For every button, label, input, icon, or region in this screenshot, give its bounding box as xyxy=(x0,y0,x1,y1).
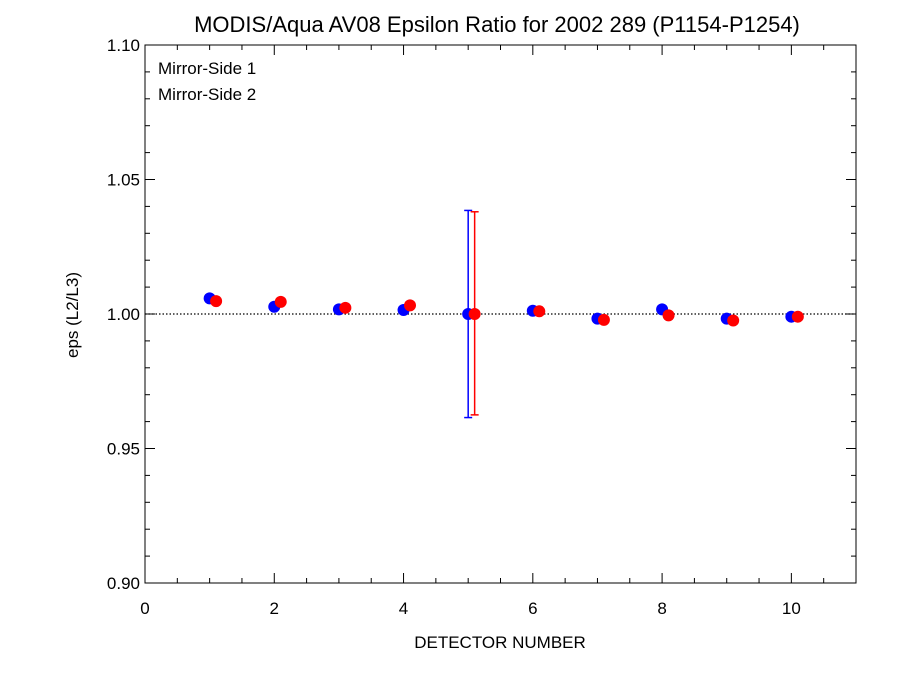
x-tick-label: 2 xyxy=(270,599,279,618)
legend-series-1: Mirror-Side 1 xyxy=(158,59,256,78)
y-tick-label: 1.00 xyxy=(107,305,140,324)
x-tick-label: 10 xyxy=(782,599,801,618)
data-point-series-2 xyxy=(210,295,223,308)
x-tick-label: 6 xyxy=(528,599,537,618)
data-point-series-2 xyxy=(727,314,740,327)
data-point-series-2 xyxy=(597,313,610,326)
data-point-series-2 xyxy=(468,308,481,320)
data-point-series-2 xyxy=(662,309,675,322)
chart-title: MODIS/Aqua AV08 Epsilon Ratio for 2002 2… xyxy=(194,12,800,37)
data-point-series-2 xyxy=(404,299,417,312)
data-point-series-2 xyxy=(791,310,804,323)
x-tick-label: 4 xyxy=(399,599,408,618)
data-point-series-2 xyxy=(274,295,287,308)
y-tick-label: 0.95 xyxy=(107,440,140,459)
x-tick-label: 0 xyxy=(140,599,149,618)
plot-area: 0 2 4 6 8 10 0.90 0.95 1.00 1.05 1.10 xyxy=(107,36,857,618)
data-point-series-2 xyxy=(533,305,546,318)
y-axis-label: eps (L2/L3) xyxy=(63,272,82,358)
plot-frame xyxy=(144,44,857,584)
x-axis-label: DETECTOR NUMBER xyxy=(414,633,586,652)
legend-series-2: Mirror-Side 2 xyxy=(158,85,256,104)
x-tick-label: 8 xyxy=(657,599,666,618)
y-tick-label: 1.10 xyxy=(107,36,140,55)
data-point-series-2 xyxy=(339,301,352,314)
y-tick-label: 1.05 xyxy=(107,171,140,190)
y-tick-label: 0.90 xyxy=(107,574,140,593)
